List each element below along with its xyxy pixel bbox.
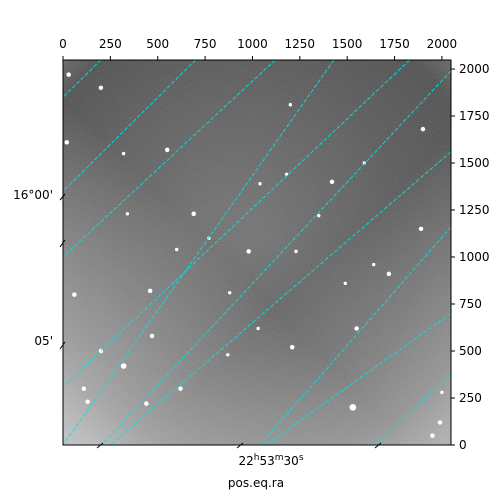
y-tick-label: 1250 <box>459 203 490 217</box>
star <box>191 211 196 217</box>
star <box>343 281 347 286</box>
star <box>288 103 293 107</box>
ra-grid-line <box>63 60 411 388</box>
star <box>64 140 70 145</box>
image-panel <box>63 60 451 445</box>
star <box>440 390 444 395</box>
star <box>178 386 183 391</box>
ra-grid-line <box>63 60 102 98</box>
star <box>85 399 90 405</box>
star <box>121 151 126 156</box>
x-tick-label: 500 <box>146 37 169 51</box>
star <box>294 249 298 254</box>
star <box>228 291 232 295</box>
star <box>256 326 260 331</box>
x-tick-label: 750 <box>194 37 217 51</box>
star <box>418 226 424 232</box>
ra-grid-line <box>110 151 451 445</box>
y-tick-label: 0 <box>459 438 467 452</box>
dec-grid-line <box>63 60 335 445</box>
y-tick-label: 2000 <box>459 62 490 76</box>
star <box>372 262 376 267</box>
star <box>362 161 366 165</box>
star <box>81 386 87 391</box>
dec-tick-label: 05' <box>34 334 53 348</box>
pixel-x-axis-top: 0 250 500 750 1000 1250 1500 1750 2000 <box>59 37 457 60</box>
dec-grid-line <box>375 373 451 445</box>
star <box>66 72 71 77</box>
star <box>144 401 149 406</box>
x-tick-label: 1250 <box>285 37 316 51</box>
ra-axis-bottom: 22h53m30s pos.eq.ra <box>96 442 382 490</box>
x-tick-label: 1750 <box>379 37 410 51</box>
dec-grid-line <box>259 226 451 445</box>
y-tick-label: 500 <box>459 344 482 358</box>
star <box>164 147 170 153</box>
star <box>420 126 426 132</box>
star <box>317 213 321 218</box>
star <box>329 179 335 185</box>
star <box>289 344 295 350</box>
star <box>258 181 262 186</box>
star <box>120 363 127 369</box>
dec-grid-line <box>101 70 451 445</box>
star <box>226 353 230 357</box>
y-tick-label: 1500 <box>459 156 490 170</box>
star <box>246 249 251 254</box>
star <box>437 420 443 425</box>
dec-grid-line <box>63 60 196 192</box>
star <box>284 172 289 176</box>
y-tick-label: 1750 <box>459 109 490 123</box>
x-tick-label: 2000 <box>427 37 458 51</box>
plot-frame <box>62 59 452 446</box>
star <box>72 292 77 297</box>
dec-tick-marker <box>59 341 66 350</box>
dec-tick-marker <box>59 193 66 201</box>
star <box>147 288 153 294</box>
ra-grid-line <box>63 60 276 258</box>
ra-grid-line <box>265 313 451 445</box>
x-tick-label: 0 <box>59 37 67 51</box>
star <box>125 212 130 216</box>
x-tick-label: 250 <box>99 37 122 51</box>
dec-tick-marker <box>59 239 66 248</box>
x-tick-label: 1000 <box>237 37 268 51</box>
ra-tick-label: 22h53m30s <box>238 453 303 468</box>
star <box>149 333 155 339</box>
sensor-noise <box>63 60 451 445</box>
coordinate-grid <box>63 60 451 445</box>
star <box>354 326 359 331</box>
ra-tick-marker <box>96 442 104 449</box>
y-tick-label: 750 <box>459 297 482 311</box>
star <box>174 247 179 252</box>
x-axis-label: pos.eq.ra <box>228 476 284 490</box>
dec-axis-left: 16°00' 05' <box>13 188 66 350</box>
ra-tick-marker <box>236 442 244 449</box>
star <box>98 85 104 91</box>
star <box>349 404 357 411</box>
star <box>386 271 392 277</box>
ra-tick-marker <box>374 442 382 449</box>
pixel-y-axis-right: 0 250 500 750 1000 1250 1500 1750 2000 <box>451 62 490 452</box>
dec-tick-label: 16°00' <box>13 188 53 202</box>
x-tick-label: 1500 <box>332 37 363 51</box>
y-tick-label: 1000 <box>459 250 490 264</box>
y-tick-label: 250 <box>459 391 482 405</box>
star <box>430 433 435 438</box>
